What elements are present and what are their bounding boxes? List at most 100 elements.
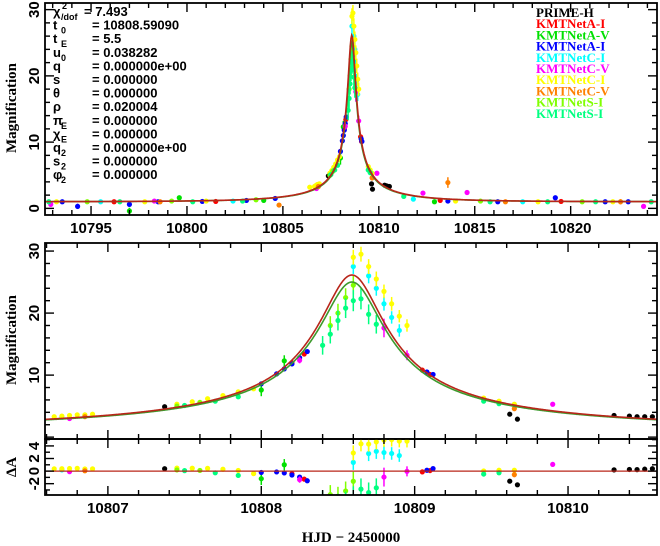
data-point <box>320 342 326 348</box>
parameter-value: = 10808.59090 <box>92 18 179 33</box>
data-point <box>373 285 379 291</box>
y-tick-label: 4 <box>26 441 43 450</box>
model-curve <box>45 32 657 203</box>
data-point <box>162 466 168 472</box>
data-point <box>396 439 402 444</box>
data-point <box>307 184 313 190</box>
data-point <box>343 488 349 494</box>
parameter-value: = 0.000000e+00 <box>92 140 187 155</box>
plot-area <box>45 4 657 215</box>
data-point <box>75 203 81 209</box>
y-tick-label: 20 <box>26 68 43 85</box>
data-point <box>350 254 356 260</box>
parameter-label: χ <box>53 4 61 19</box>
data-point <box>358 486 364 492</box>
data-point <box>251 470 257 477</box>
legend-entry: KMTNetA-V <box>536 27 610 42</box>
parameter-label: u <box>53 45 61 60</box>
parameter-value: = 5.5 <box>92 31 121 46</box>
data-point <box>358 251 364 257</box>
data-point <box>368 181 375 187</box>
parameter-subscript: 0 <box>61 26 66 36</box>
data-point <box>304 348 310 355</box>
y-axis-label-top: Magnification <box>4 62 20 153</box>
data-point <box>381 449 387 456</box>
data-point <box>197 467 203 474</box>
data-point <box>74 465 80 471</box>
data-point <box>358 296 364 302</box>
data-point <box>162 404 168 410</box>
data-point <box>366 263 372 270</box>
data-point <box>374 170 380 176</box>
data-point <box>350 10 356 16</box>
data-point <box>276 202 282 208</box>
data-point <box>511 406 517 412</box>
data-point <box>445 179 451 186</box>
parameter-label: π <box>53 113 63 128</box>
data-point <box>431 199 438 205</box>
data-point <box>66 412 73 419</box>
data-point <box>189 465 195 471</box>
data-point <box>649 466 655 472</box>
data-point <box>373 485 379 491</box>
legend-entry: KMTNetS-I <box>536 95 603 110</box>
data-point <box>424 467 430 473</box>
data-point <box>507 411 513 417</box>
data-point <box>502 199 509 205</box>
x-tick-label: 10820 <box>550 220 592 237</box>
data-point <box>335 317 341 324</box>
data-point <box>13 415 18 420</box>
y-axis-label-mid: Magnification <box>4 294 20 385</box>
axes-frame <box>44 242 658 440</box>
legend: PRIME-HKMTNetA-IKMTNetA-VKMTNetA-IKMTNet… <box>536 5 610 121</box>
data-point <box>373 276 379 282</box>
parameter-subscript: 2 <box>61 162 66 172</box>
data-point <box>351 23 357 29</box>
data-point <box>381 288 387 294</box>
data-point <box>304 478 310 484</box>
axes-frame <box>44 2 658 216</box>
data-point <box>343 499 348 504</box>
data-point <box>396 452 402 459</box>
data-point <box>389 450 395 457</box>
data-point <box>373 448 379 454</box>
data-point <box>204 465 211 471</box>
parameter-value: = 7.493 <box>84 4 128 19</box>
data-point <box>350 282 356 288</box>
residual-panel: 10807 10808 10809 10810 -2 0 2 4 <box>26 438 658 517</box>
data-point <box>213 198 219 205</box>
data-point <box>366 450 372 457</box>
data-point <box>350 459 356 465</box>
parameter-value: = 0.000000e+00 <box>92 58 187 73</box>
parameter-value: = 0.000000 <box>92 72 157 87</box>
parameter-label: θ <box>53 86 60 101</box>
parameter-subscript: 2 <box>61 175 66 185</box>
parameter-subscript: /dof <box>61 12 78 22</box>
x-tick-label: 10807 <box>87 500 129 517</box>
data-point <box>511 472 517 478</box>
parameter-label: ρ <box>53 99 61 114</box>
data-point <box>74 412 80 418</box>
data-point <box>59 466 65 472</box>
data-point <box>366 489 372 495</box>
data-point <box>289 472 295 478</box>
parameter-value: = 0.000000 <box>92 86 157 101</box>
data-point <box>552 195 558 201</box>
plot-area <box>13 246 657 422</box>
parameter-label: q <box>53 140 61 155</box>
data-point <box>258 476 264 482</box>
legend-entry: KMTNetC-I <box>536 72 605 87</box>
data-point <box>514 416 521 422</box>
data-point <box>235 472 241 479</box>
x-tick-label: 10809 <box>394 500 436 517</box>
data-point <box>190 199 196 205</box>
data-point <box>320 497 325 502</box>
parameter-subscript: 0 <box>61 53 66 63</box>
x-tick-label: 10810 <box>358 220 400 237</box>
x-tick-label: 10808 <box>240 500 282 517</box>
y-tick-label: 30 <box>26 243 43 260</box>
parameter-label: s <box>53 72 60 87</box>
